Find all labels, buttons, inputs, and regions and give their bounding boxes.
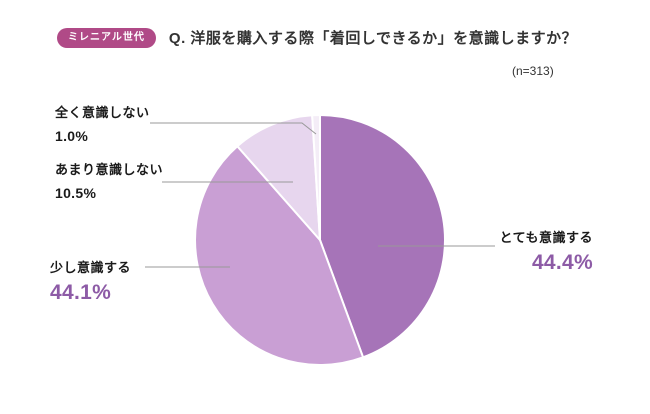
page-title: Q. 洋服を購入する際「着回しできるか」を意識しますか？: [168, 30, 578, 47]
segment-label: あまり意識しない: [55, 162, 164, 177]
segment-label: 全く意識しない: [55, 105, 150, 120]
pie-chart: [193, 113, 447, 367]
segment-label: とても意識する: [499, 230, 593, 245]
segment-percent: 10.5%: [55, 185, 97, 201]
header: ミレニアル世代 Q. 洋服を購入する際「着回しできるか」を意識しますか？: [57, 27, 577, 48]
callout-very: とても意識する 44.4%: [500, 231, 593, 273]
generation-badge: ミレニアル世代: [57, 27, 156, 48]
sample-size: (n=313): [512, 64, 554, 78]
pie-chart-svg: [194, 114, 446, 366]
callout-not-at-all: 全く意識しない 1.0%: [55, 106, 150, 143]
segment-percent: 1.0%: [55, 128, 89, 144]
callout-little: 少し意識する 44.1%: [50, 261, 131, 303]
callout-rarely: あまり意識しない 10.5%: [55, 163, 163, 200]
segment-percent-large: 44.1%: [50, 281, 112, 304]
segment-label: 少し意識する: [50, 260, 132, 275]
pie-segment: [319, 114, 446, 359]
segment-percent-large: 44.4%: [531, 251, 593, 274]
pie-segment: [311, 114, 321, 241]
